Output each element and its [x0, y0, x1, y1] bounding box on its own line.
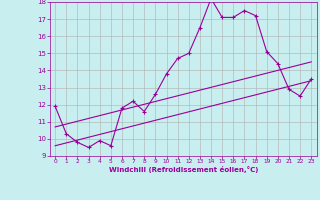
X-axis label: Windchill (Refroidissement éolien,°C): Windchill (Refroidissement éolien,°C) — [108, 166, 258, 173]
